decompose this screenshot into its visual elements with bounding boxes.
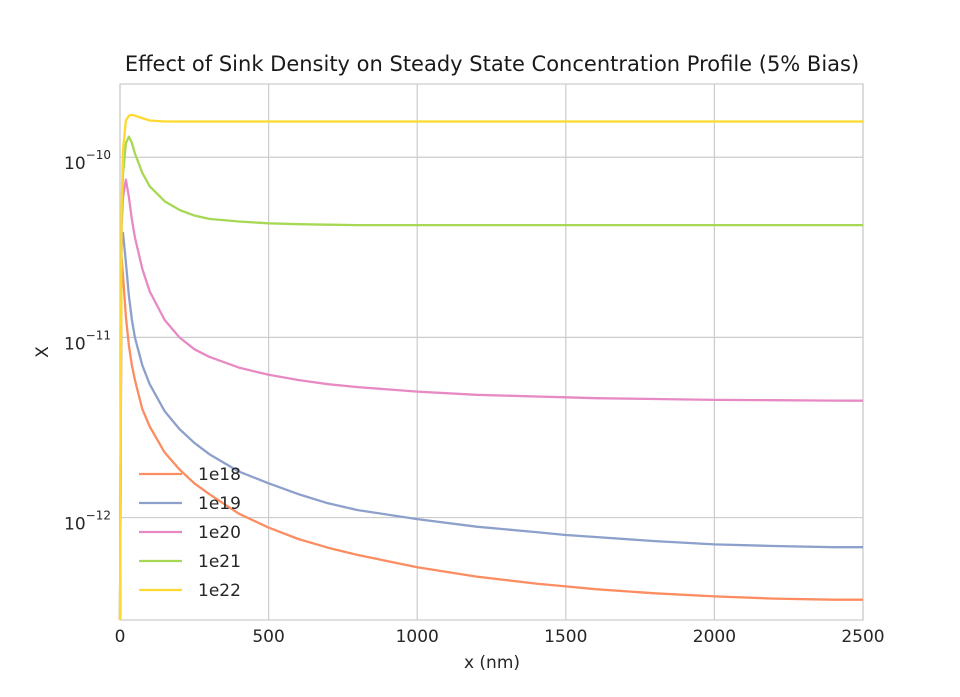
series-line-1e20 [118,178,864,621]
legend-label: 1e19 [198,494,241,514]
y-axis-label: X [33,346,53,358]
x-tick-label: 2500 [841,627,884,647]
x-tick-label: 1000 [396,627,439,647]
x-tick-label: 0 [115,627,126,647]
y-tick-label: 10−11 [64,328,111,354]
series-line-1e22 [118,113,863,621]
series-lines [118,113,864,621]
chart-title: Effect of Sink Density on Steady State C… [125,52,859,76]
y-tick-label: 10−10 [64,148,111,174]
legend-label: 1e20 [198,523,241,543]
x-axis-label: x (nm) [464,653,520,673]
x-tick-label: 2000 [693,627,736,647]
y-tick-labels: 10−10 10−11 10−12 [64,148,111,534]
series-line-1e21 [118,135,863,621]
y-tick-label: 10−12 [64,509,111,535]
series-line-1e19 [118,231,863,621]
x-tick-labels: 0 500 1000 1500 2000 2500 [115,627,885,647]
series-line-1e18 [118,255,863,621]
x-tick-label: 500 [252,627,284,647]
legend-label: 1e22 [198,581,241,601]
x-tick-label: 1500 [544,627,587,647]
legend-label: 1e21 [198,552,241,572]
legend-label: 1e18 [198,465,241,485]
legend: 1e18 1e19 1e20 1e21 1e22 [139,465,241,601]
